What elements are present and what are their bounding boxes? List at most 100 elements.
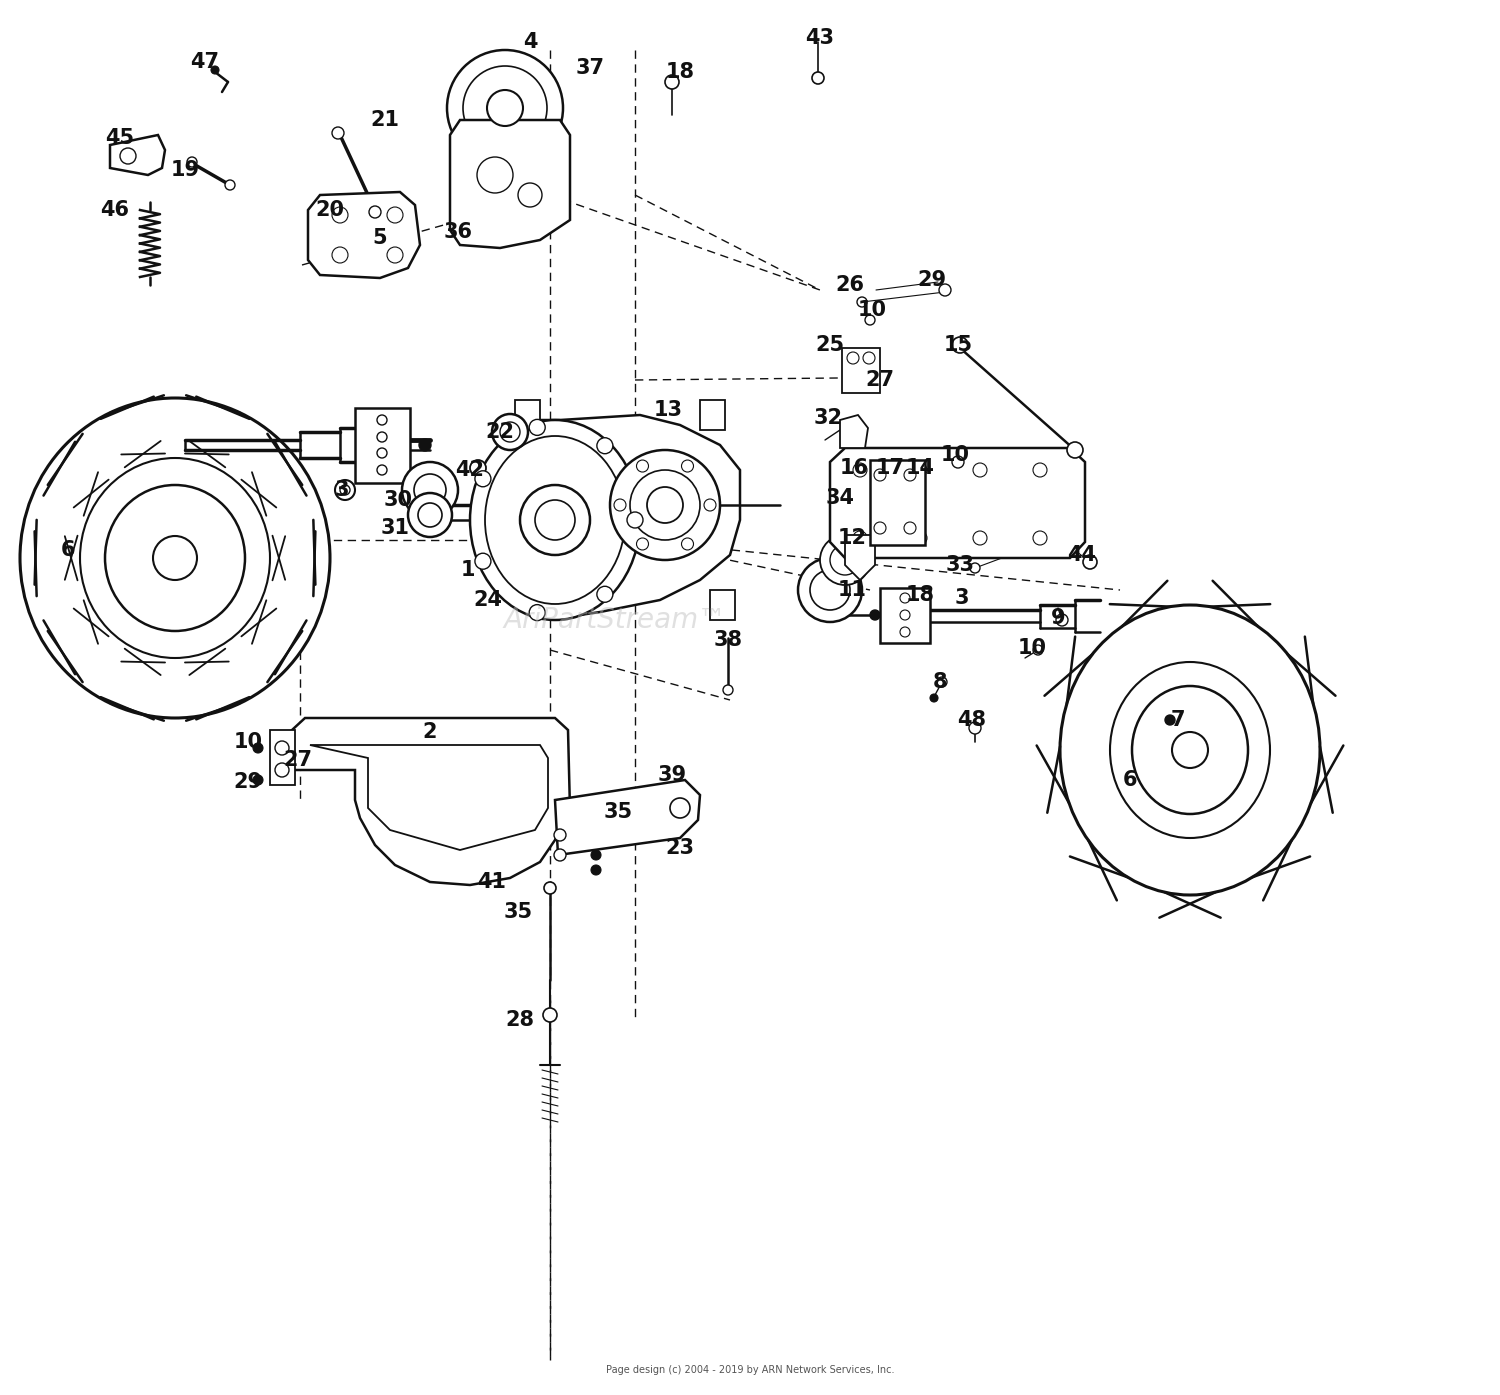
Circle shape: [376, 465, 387, 476]
Circle shape: [536, 499, 574, 540]
Bar: [356, 407, 410, 483]
Circle shape: [254, 776, 262, 785]
Circle shape: [447, 50, 562, 166]
Circle shape: [853, 463, 867, 477]
Ellipse shape: [105, 485, 244, 631]
Text: 4: 4: [522, 32, 537, 52]
Circle shape: [900, 610, 910, 619]
Circle shape: [1034, 644, 1042, 656]
Bar: [700, 400, 724, 430]
Polygon shape: [308, 193, 420, 278]
Text: 36: 36: [444, 222, 472, 241]
Ellipse shape: [484, 437, 626, 604]
Text: 38: 38: [714, 631, 742, 650]
Circle shape: [627, 512, 644, 527]
Text: 18: 18: [906, 585, 934, 605]
Text: 2: 2: [423, 723, 438, 742]
Text: 10: 10: [234, 732, 262, 752]
Text: 46: 46: [100, 199, 129, 220]
Circle shape: [810, 571, 850, 610]
Circle shape: [970, 564, 980, 573]
Circle shape: [900, 593, 910, 603]
Circle shape: [597, 586, 613, 603]
Circle shape: [597, 438, 613, 453]
Text: 35: 35: [603, 802, 633, 822]
Text: 29: 29: [918, 271, 946, 290]
Text: 12: 12: [837, 527, 867, 548]
Circle shape: [1034, 531, 1047, 545]
Circle shape: [332, 206, 348, 223]
Text: 35: 35: [504, 903, 532, 922]
Text: 7: 7: [1170, 710, 1185, 730]
Text: 37: 37: [576, 59, 604, 78]
Ellipse shape: [470, 420, 640, 619]
Text: 16: 16: [840, 458, 868, 478]
Circle shape: [500, 423, 520, 442]
Circle shape: [591, 865, 602, 875]
Text: 8: 8: [933, 672, 948, 692]
Bar: [842, 347, 880, 393]
Text: 39: 39: [657, 764, 687, 785]
Circle shape: [554, 829, 566, 841]
Circle shape: [530, 604, 544, 621]
Polygon shape: [870, 460, 925, 545]
Circle shape: [518, 183, 542, 206]
Text: 45: 45: [105, 128, 135, 148]
Circle shape: [974, 463, 987, 477]
Text: 18: 18: [666, 61, 694, 82]
Circle shape: [591, 850, 602, 859]
Circle shape: [476, 554, 490, 569]
Text: 22: 22: [486, 423, 514, 442]
Circle shape: [402, 462, 457, 518]
Circle shape: [120, 148, 136, 165]
Circle shape: [914, 463, 927, 477]
Text: 48: 48: [957, 710, 987, 730]
Text: 10: 10: [858, 300, 886, 319]
Polygon shape: [840, 414, 868, 448]
Circle shape: [153, 536, 197, 580]
Circle shape: [544, 882, 556, 894]
Text: 27: 27: [865, 370, 894, 391]
Text: 27: 27: [284, 751, 312, 770]
Text: 10: 10: [940, 445, 969, 465]
Circle shape: [664, 75, 680, 89]
Text: 33: 33: [945, 555, 975, 575]
Circle shape: [1056, 614, 1068, 626]
Circle shape: [470, 460, 486, 476]
Text: 30: 30: [384, 490, 412, 511]
Circle shape: [414, 474, 446, 506]
Circle shape: [870, 610, 880, 619]
Circle shape: [939, 285, 951, 296]
Circle shape: [610, 451, 720, 559]
Circle shape: [723, 685, 734, 695]
Circle shape: [812, 73, 824, 84]
Text: 47: 47: [190, 52, 219, 73]
Text: AriPartStream™: AriPartStream™: [504, 605, 726, 633]
Bar: [880, 589, 930, 643]
Circle shape: [225, 180, 236, 190]
Circle shape: [952, 456, 964, 467]
Circle shape: [387, 247, 404, 264]
Circle shape: [862, 352, 874, 364]
Bar: [270, 730, 296, 785]
Text: 31: 31: [381, 518, 410, 538]
Text: 41: 41: [477, 872, 507, 891]
Circle shape: [274, 741, 290, 755]
Circle shape: [543, 1009, 556, 1023]
Text: 21: 21: [370, 110, 399, 130]
Polygon shape: [110, 135, 165, 174]
Circle shape: [520, 485, 590, 555]
Polygon shape: [844, 536, 874, 580]
Text: 3: 3: [954, 589, 969, 608]
Circle shape: [900, 626, 910, 638]
Circle shape: [376, 432, 387, 442]
Circle shape: [376, 414, 387, 425]
Circle shape: [646, 487, 682, 523]
Circle shape: [830, 545, 860, 575]
Circle shape: [681, 460, 693, 472]
Polygon shape: [310, 745, 548, 850]
Circle shape: [419, 439, 430, 451]
Circle shape: [554, 850, 566, 861]
Circle shape: [334, 480, 356, 499]
Ellipse shape: [1132, 686, 1248, 815]
